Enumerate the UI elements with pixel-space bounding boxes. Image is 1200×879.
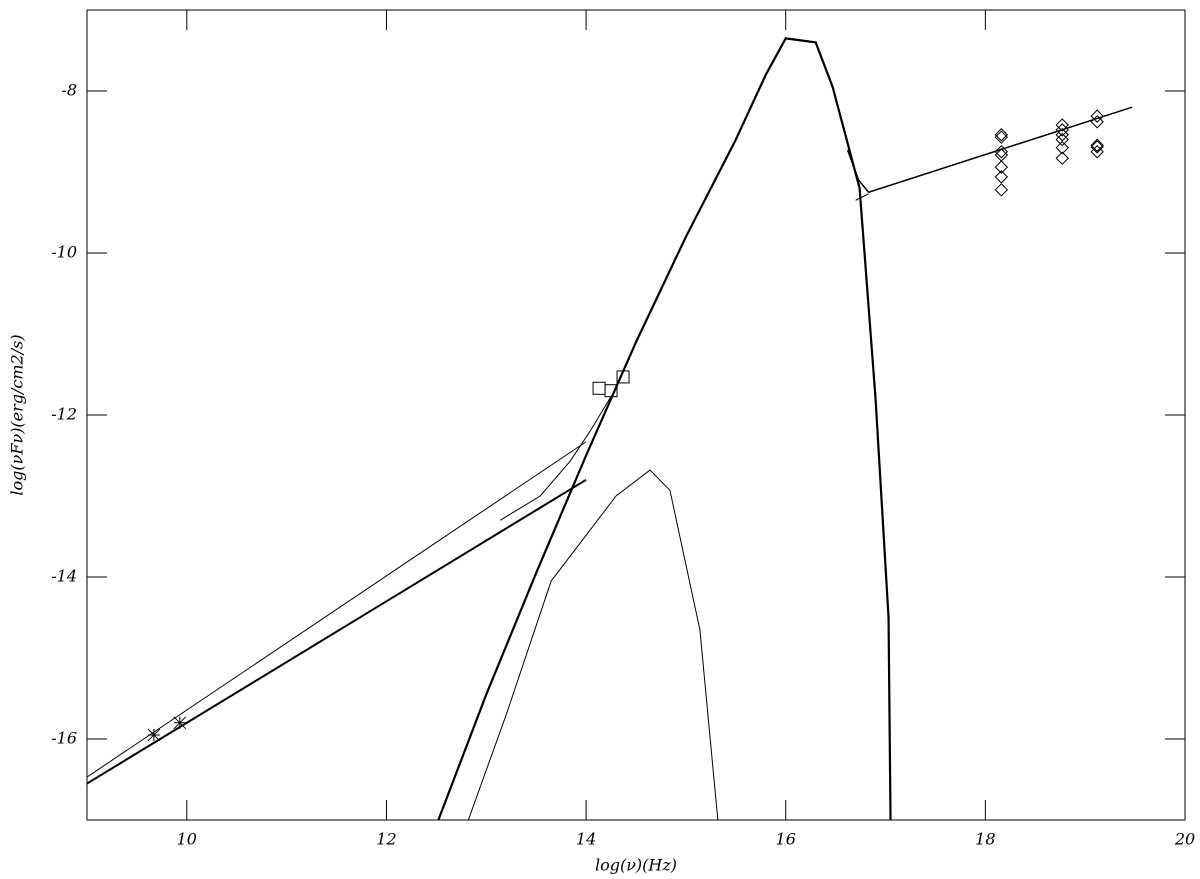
- diamond-marker: [1055, 128, 1069, 142]
- y-axis-label: log(νFν)(erg/cm2/s): [8, 334, 27, 495]
- diamond-marker: [994, 130, 1009, 144]
- y-tick-label: -12: [51, 405, 77, 424]
- y-tick-label: -16: [51, 729, 77, 748]
- square-marker: [592, 381, 606, 395]
- x-axis-label: log(ν)(Hz): [595, 856, 677, 875]
- plot-frame: [86, 9, 1186, 821]
- x-tick-label: 18: [975, 830, 995, 849]
- square-marker: [604, 384, 618, 398]
- curve: [437, 37, 892, 820]
- curve: [467, 469, 719, 820]
- diamond-marker: [994, 170, 1009, 184]
- diamond-marker: [994, 128, 1009, 142]
- star-marker: [173, 716, 187, 730]
- diamond-marker: [994, 160, 1009, 174]
- y-tick-label: -8: [61, 81, 77, 100]
- star-marker: [147, 728, 161, 742]
- diamond-marker: [1090, 140, 1104, 154]
- diamond-marker: [1090, 115, 1104, 129]
- x-tick-label: 14: [576, 830, 596, 849]
- curve: [87, 478, 587, 785]
- diamond-marker: [1055, 118, 1069, 132]
- diamond-marker: [1055, 151, 1069, 165]
- curve: [846, 106, 1133, 194]
- diamond-marker: [1090, 109, 1104, 123]
- square-marker: [616, 370, 630, 384]
- diamond-marker: [1055, 132, 1069, 147]
- diamond-marker: [1055, 123, 1069, 137]
- curve: [499, 394, 613, 521]
- x-tick-label: 20: [1174, 830, 1195, 849]
- diamond-marker: [1055, 140, 1069, 155]
- y-tick-label: -10: [51, 243, 77, 262]
- x-tick-label: 16: [776, 830, 796, 849]
- y-tick-label: -14: [51, 567, 77, 586]
- curve: [855, 193, 869, 201]
- diamond-marker: [994, 183, 1009, 197]
- curve: [87, 441, 587, 778]
- x-tick-label: 10: [177, 830, 197, 849]
- diamond-marker: [1090, 145, 1104, 159]
- diamond-marker: [1090, 138, 1104, 152]
- diamond-marker: [994, 145, 1009, 159]
- x-tick-label: 12: [376, 830, 396, 849]
